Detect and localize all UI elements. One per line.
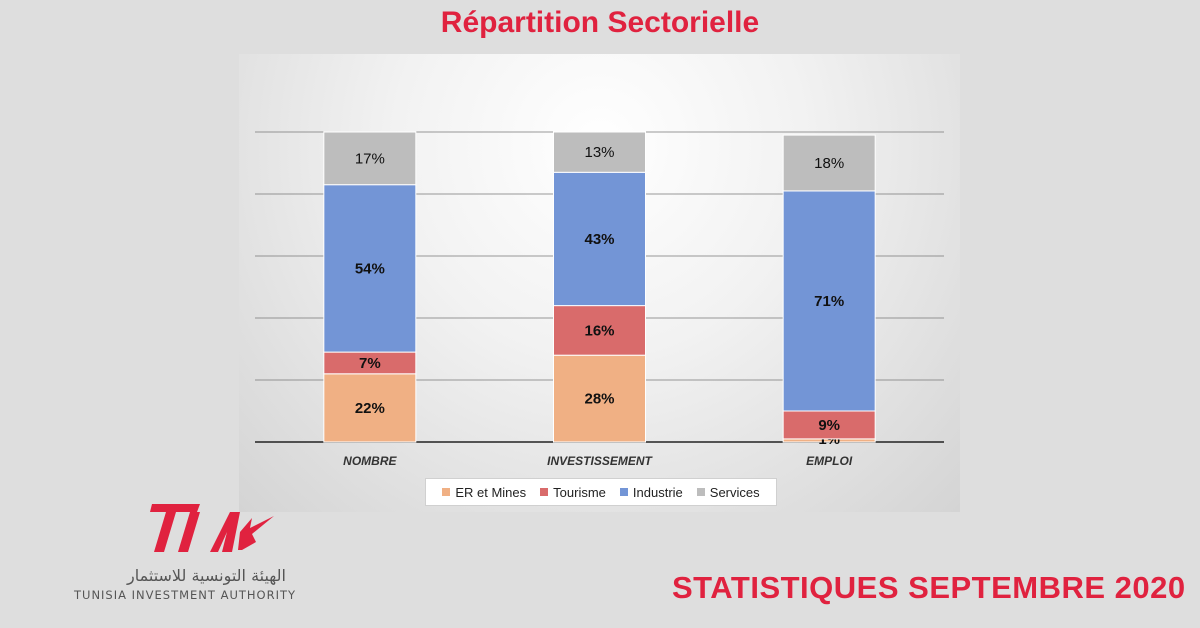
bar-segment [782,410,876,440]
legend-label: Services [709,484,760,500]
bar-segment [782,190,876,412]
bar-segment [553,305,646,356]
legend-item: Tourisme [540,485,606,500]
data-label: 22% [355,400,385,417]
bar-segment [323,373,417,443]
bar-segment [782,134,876,192]
data-label: 9% [818,417,840,434]
logo-english-text: TUNISIA INVESTMENT AUTHORITY [74,588,297,602]
data-label: 18% [814,155,844,172]
legend-label: Tourisme [553,484,606,500]
category-label: EMPLOI [806,454,853,468]
data-label: 16% [584,322,614,339]
chart-panel: 22% 7% 54% 17% NOMBRE 28% 16% 43% 13% INVESTISSEM… [239,54,960,512]
bar-segment [553,131,646,173]
legend-swatch [696,488,705,496]
data-label: 71% [814,293,844,310]
logo-arabic-text: الهيئة التونسية للاستثمار [127,566,286,585]
legend-swatch [619,488,628,496]
stacked-bar-chart: 22% 7% 54% 17% NOMBRE 28% 16% 43% 13% INVESTISSEM… [255,131,944,468]
legend-item: ER et Mines [442,485,526,500]
legend-item: Services [696,484,760,500]
footer-statistics-title: STATISTIQUES SEPTEMBRE 2020 [672,570,1186,605]
category-label: NOMBRE [343,454,397,468]
bar-segment [323,184,417,353]
chart-legend: ER et Mines Tourisme Industrie Services [425,478,777,506]
data-label: 17% [355,150,385,167]
bar-segment [553,354,646,443]
category-label: INVESTISSEMENT [547,454,653,468]
legend-swatch [540,488,549,496]
legend-item: Industrie [619,484,683,500]
bar-segment [553,171,646,307]
legend-swatch [442,488,451,496]
data-label: 28% [584,391,614,408]
bar-segment [323,131,417,186]
data-label: 54% [355,260,385,277]
legend-label: ER et Mines [455,484,527,500]
page-title: Répartition Sectorielle [440,6,760,39]
data-label: 13% [584,144,614,161]
tia-logo [150,504,274,552]
data-label: 7% [359,355,381,372]
data-label: 43% [584,231,614,248]
legend-label: Industrie [632,484,683,500]
